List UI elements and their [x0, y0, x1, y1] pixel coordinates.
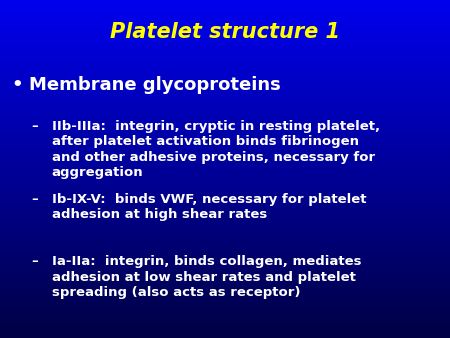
- Text: Ia-IIa:  integrin, binds collagen, mediates
adhesion at low shear rates and plat: Ia-IIa: integrin, binds collagen, mediat…: [52, 255, 361, 299]
- Text: –: –: [32, 255, 38, 268]
- Text: IIb-IIIa:  integrin, cryptic in resting platelet,
after platelet activation bind: IIb-IIIa: integrin, cryptic in resting p…: [52, 120, 380, 179]
- Text: Ib-IX-V:  binds VWF, necessary for platelet
adhesion at high shear rates: Ib-IX-V: binds VWF, necessary for platel…: [52, 193, 366, 221]
- Text: Membrane glycoproteins: Membrane glycoproteins: [29, 76, 281, 94]
- Text: •: •: [11, 76, 23, 94]
- Text: –: –: [32, 193, 38, 206]
- Text: –: –: [32, 120, 38, 133]
- Text: Platelet structure 1: Platelet structure 1: [110, 22, 340, 42]
